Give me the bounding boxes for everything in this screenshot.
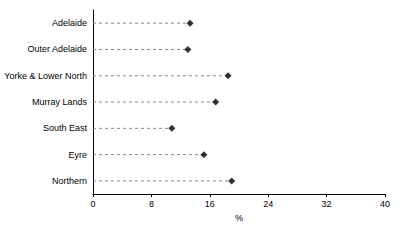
svg-text:Outer Adelaide: Outer Adelaide	[27, 44, 87, 54]
svg-text:Yorke & Lower North: Yorke & Lower North	[4, 71, 87, 81]
svg-text:%: %	[235, 213, 243, 223]
svg-text:Adelaide: Adelaide	[52, 18, 87, 28]
svg-text:South East: South East	[43, 123, 88, 133]
svg-text:32: 32	[322, 199, 332, 209]
svg-text:40: 40	[380, 199, 390, 209]
svg-text:Murray Lands: Murray Lands	[32, 97, 88, 107]
svg-text:8: 8	[149, 199, 154, 209]
svg-text:Northern: Northern	[52, 176, 87, 186]
svg-text:24: 24	[263, 199, 273, 209]
svg-text:Eyre: Eyre	[68, 150, 87, 160]
svg-text:0: 0	[90, 199, 95, 209]
svg-text:16: 16	[205, 199, 215, 209]
